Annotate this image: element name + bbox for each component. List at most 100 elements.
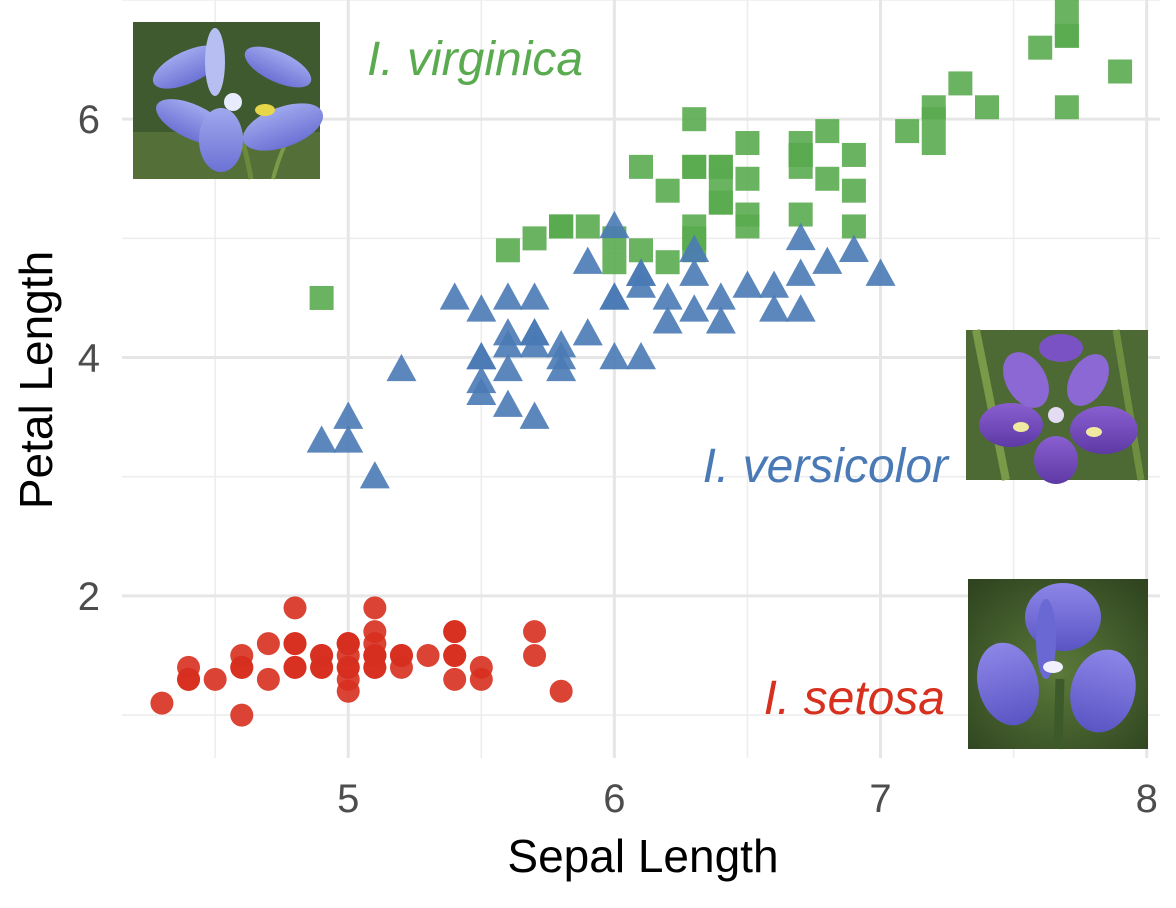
data-point-circle [336, 632, 360, 656]
data-point-triangle [785, 294, 816, 322]
data-point-triangle [466, 294, 497, 322]
data-point-triangle [359, 461, 390, 489]
data-point-triangle [572, 246, 603, 274]
data-point-square [735, 131, 760, 156]
data-point-square [1028, 35, 1053, 60]
data-point-triangle [732, 270, 763, 298]
data-point-circle [336, 655, 360, 679]
data-point-circle [416, 644, 440, 668]
data-point-triangle [626, 341, 656, 370]
data-point-triangle [466, 377, 497, 406]
data-point-square [841, 214, 866, 239]
iris-virginica-photo [133, 22, 324, 180]
data-point-circle [523, 620, 547, 644]
data-points [150, 0, 1133, 727]
data-point-triangle [785, 258, 816, 286]
data-point-square [682, 154, 707, 179]
x-tick-label: 8 [1136, 777, 1158, 821]
data-point-square [1054, 0, 1079, 24]
data-point-circle [549, 679, 573, 703]
data-point-circle [177, 667, 201, 691]
data-point-circle [363, 596, 387, 620]
data-point-square [655, 250, 680, 275]
data-point-square [309, 285, 334, 310]
tick-labels: 5 6 7 8 2 4 6 [78, 98, 1158, 821]
data-point-circle [230, 655, 254, 679]
data-point-triangle [492, 389, 523, 417]
x-axis-title: Sepal Length [507, 830, 778, 882]
data-point-square [708, 190, 733, 215]
data-point-triangle [785, 222, 816, 251]
data-point-square [602, 250, 627, 275]
data-point-square [495, 238, 520, 263]
data-point-triangle [679, 234, 710, 262]
data-point-square [682, 107, 707, 132]
data-point-triangle [306, 425, 337, 453]
data-point-triangle [705, 306, 736, 334]
data-point-square [629, 238, 653, 263]
data-point-triangle [759, 294, 790, 322]
data-point-circle [283, 596, 307, 620]
data-point-circle [283, 632, 307, 656]
data-point-circle [443, 644, 467, 668]
y-tick-label: 6 [78, 98, 100, 142]
data-point-triangle [333, 401, 364, 429]
data-point-circle [203, 667, 227, 691]
data-point-square [522, 226, 547, 251]
data-point-circle [150, 691, 174, 715]
data-point-circle [363, 632, 387, 656]
data-point-circle [469, 667, 493, 691]
data-point-triangle [492, 353, 523, 382]
x-tick-label: 5 [337, 777, 359, 821]
data-point-square [549, 214, 574, 239]
data-point-square [1054, 95, 1079, 120]
data-point-triangle [838, 234, 869, 262]
data-point-circle [256, 632, 280, 656]
data-point-square [735, 202, 760, 227]
data-point-square [815, 166, 840, 191]
data-point-triangle [652, 306, 683, 334]
setosa-label: I. setosa [764, 672, 945, 725]
data-point-square [921, 131, 946, 156]
data-point-square [1054, 23, 1079, 48]
data-point-square [629, 154, 653, 179]
data-point-square [735, 166, 760, 191]
x-tick-label: 6 [603, 777, 625, 821]
data-point-triangle [492, 282, 523, 310]
data-point-triangle [519, 282, 550, 310]
data-point-circle [283, 655, 307, 679]
data-point-square [575, 214, 600, 239]
data-point-circle [256, 667, 280, 691]
data-point-triangle [572, 318, 603, 346]
iris-versicolor-photo [966, 329, 1148, 484]
data-point-triangle [519, 330, 550, 358]
series-triangle [306, 210, 896, 489]
data-point-triangle [386, 353, 417, 382]
data-point-circle [443, 667, 467, 691]
data-point-square [788, 142, 813, 167]
data-point-triangle [519, 401, 550, 429]
data-point-triangle [679, 294, 710, 322]
data-point-circle [523, 644, 547, 668]
data-point-square [895, 119, 920, 144]
data-point-triangle [679, 258, 710, 286]
data-point-triangle [599, 282, 630, 310]
data-point-circle [310, 655, 334, 679]
data-point-triangle [865, 258, 896, 286]
versicolor-label: I. versicolor [703, 440, 950, 493]
data-point-square [841, 178, 866, 203]
data-point-triangle [439, 282, 470, 310]
data-point-triangle [599, 341, 630, 370]
data-point-triangle [812, 246, 843, 274]
series-circle [150, 596, 573, 727]
data-point-triangle [546, 341, 577, 370]
y-tick-label: 2 [78, 575, 100, 619]
data-point-triangle [759, 270, 790, 298]
data-point-circle [389, 644, 413, 668]
data-point-triangle [626, 270, 656, 298]
data-point-square [948, 71, 973, 96]
data-point-square [1108, 59, 1133, 84]
data-point-triangle [492, 318, 523, 346]
iris-setosa-photo [968, 579, 1148, 750]
